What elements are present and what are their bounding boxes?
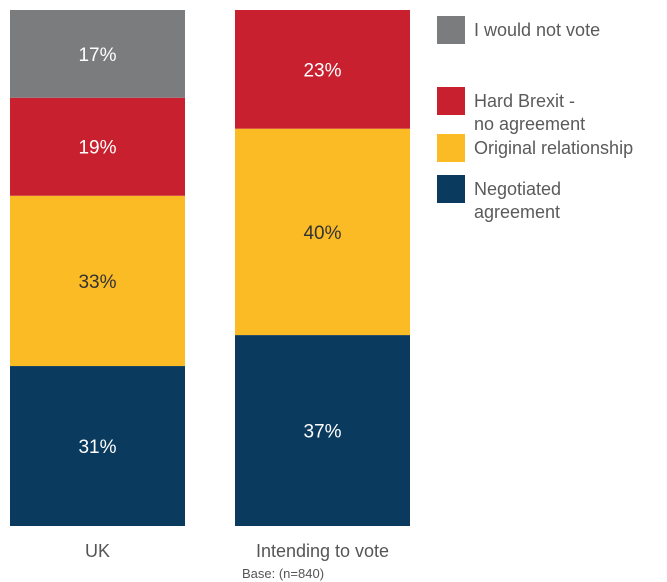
legend-swatch-3 (437, 175, 465, 203)
legend-label-0-0: I would not vote (474, 20, 600, 40)
data-label-1-0: 37% (303, 422, 341, 443)
legend-label-3-0: Negotiated (474, 179, 561, 199)
bar-segment-0-0 (10, 366, 185, 526)
data-label-1-2: 23% (303, 60, 341, 81)
data-label-0-1: 33% (78, 272, 116, 293)
legend: I would not vote Hard Brexit - no agreemen… (437, 16, 633, 222)
legend-swatch-1 (437, 87, 465, 115)
legend-label-1-1: no agreement (474, 114, 585, 134)
category-label-0: UK (85, 541, 110, 561)
bars-group: 31% 33% 19% 17% 37% 40% 23% (10, 10, 410, 526)
data-label-0-0: 31% (78, 437, 116, 458)
legend-swatch-2 (437, 134, 465, 162)
data-label-0-3: 17% (78, 45, 116, 66)
category-label-1: Intending to vote (256, 541, 389, 561)
category-labels: UK Intending to vote Base: (n=840) (85, 541, 389, 581)
legend-label-2-0: Original relationship (474, 138, 633, 158)
data-label-0-2: 19% (78, 138, 116, 159)
legend-swatch-0 (437, 16, 465, 44)
legend-label-1-0: Hard Brexit - (474, 91, 575, 111)
data-label-1-1: 40% (303, 223, 341, 244)
bar-segment-1-2 (235, 10, 410, 129)
base-note: Base: (n=840) (242, 566, 324, 581)
bar-segment-0-3 (10, 10, 185, 98)
bar-segment-1-0 (235, 335, 410, 526)
bar-segment-0-2 (10, 97, 185, 196)
bar-segment-1-1 (235, 128, 410, 336)
legend-label-3-1: agreement (474, 202, 560, 222)
bar-segment-0-1 (10, 195, 185, 367)
